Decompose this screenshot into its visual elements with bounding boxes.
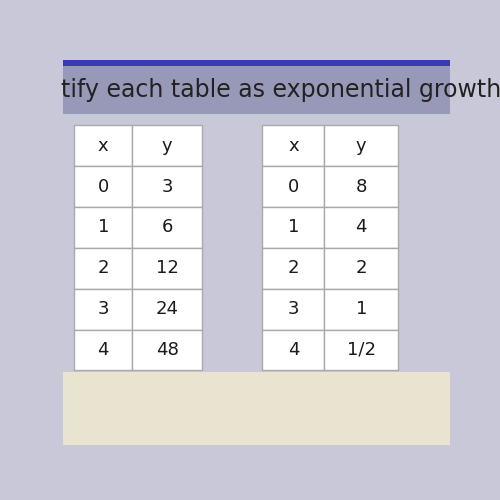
Text: 0: 0 <box>98 178 109 196</box>
Text: 3: 3 <box>98 300 109 318</box>
Bar <box>262 330 324 370</box>
Bar <box>262 166 324 207</box>
Bar <box>132 126 202 166</box>
Text: 4: 4 <box>356 218 367 236</box>
Bar <box>324 330 398 370</box>
Bar <box>62 66 450 114</box>
Text: 1: 1 <box>288 218 299 236</box>
Bar <box>62 372 450 445</box>
Text: 3: 3 <box>288 300 299 318</box>
Bar <box>324 126 398 166</box>
Bar <box>262 126 324 166</box>
Bar <box>132 330 202 370</box>
Text: 8: 8 <box>356 178 367 196</box>
Text: 4: 4 <box>98 341 109 359</box>
Bar <box>74 288 132 330</box>
Bar <box>74 166 132 207</box>
Bar <box>262 207 324 248</box>
Bar <box>74 248 132 288</box>
Bar <box>74 126 132 166</box>
Bar <box>324 166 398 207</box>
Text: 6: 6 <box>162 218 173 236</box>
Text: 1/2: 1/2 <box>347 341 376 359</box>
Bar <box>132 248 202 288</box>
Text: 1: 1 <box>98 218 109 236</box>
Text: 4: 4 <box>288 341 299 359</box>
Text: 3: 3 <box>162 178 173 196</box>
Bar <box>74 207 132 248</box>
Bar <box>132 166 202 207</box>
Text: 12: 12 <box>156 260 178 278</box>
Bar <box>132 207 202 248</box>
Bar <box>132 288 202 330</box>
Text: x: x <box>288 137 299 155</box>
Bar <box>74 330 132 370</box>
Bar <box>262 288 324 330</box>
Bar <box>62 60 450 66</box>
Text: y: y <box>162 137 172 155</box>
Text: 24: 24 <box>156 300 178 318</box>
Text: y: y <box>356 137 366 155</box>
Bar <box>324 248 398 288</box>
Text: 2: 2 <box>98 260 109 278</box>
Text: 0: 0 <box>288 178 299 196</box>
Bar <box>262 248 324 288</box>
Text: x: x <box>98 137 108 155</box>
Bar <box>324 288 398 330</box>
Text: 2: 2 <box>356 260 367 278</box>
Text: 1: 1 <box>356 300 367 318</box>
Text: tify each table as exponential growth or d: tify each table as exponential growth or… <box>61 78 500 102</box>
Text: 48: 48 <box>156 341 178 359</box>
Bar <box>324 207 398 248</box>
Text: 2: 2 <box>288 260 299 278</box>
